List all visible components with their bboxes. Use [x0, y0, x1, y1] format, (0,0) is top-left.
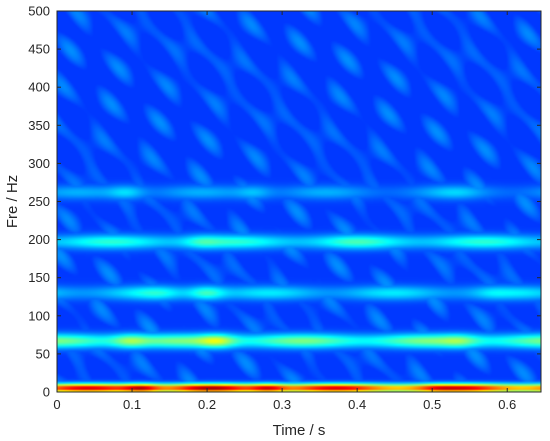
- x-tick-label: 0: [53, 397, 60, 412]
- y-axis: 0 50 100 150 200 250 300 350 400 450 500: [28, 4, 541, 400]
- y-tick-label: 350: [28, 118, 50, 133]
- y-tick-label: 300: [28, 156, 50, 171]
- y-tick-label: 0: [43, 385, 50, 400]
- y-tick-label: 50: [36, 346, 50, 361]
- x-axis: 0 0.1 0.2 0.3 0.4 0.5 0.6: [53, 11, 516, 412]
- y-tick-label: 150: [28, 270, 50, 285]
- x-tick-label: 0.5: [423, 397, 441, 412]
- x-tick-label: 0.3: [273, 397, 291, 412]
- y-tick-label: 250: [28, 194, 50, 209]
- x-tick-label: 0.1: [123, 397, 141, 412]
- heatmap-image: [57, 11, 541, 392]
- y-tick-label: 500: [28, 4, 50, 19]
- y-tick-label: 200: [28, 232, 50, 247]
- x-axis-label: Time / s: [273, 422, 326, 439]
- y-tick-label: 100: [28, 308, 50, 323]
- y-tick-label: 400: [28, 80, 50, 95]
- x-tick-label: 0.6: [498, 397, 516, 412]
- x-tick-label: 0.4: [348, 397, 366, 412]
- y-axis-label: Fre / Hz: [4, 175, 21, 228]
- x-tick-label: 0.2: [198, 397, 216, 412]
- y-tick-label: 450: [28, 42, 50, 57]
